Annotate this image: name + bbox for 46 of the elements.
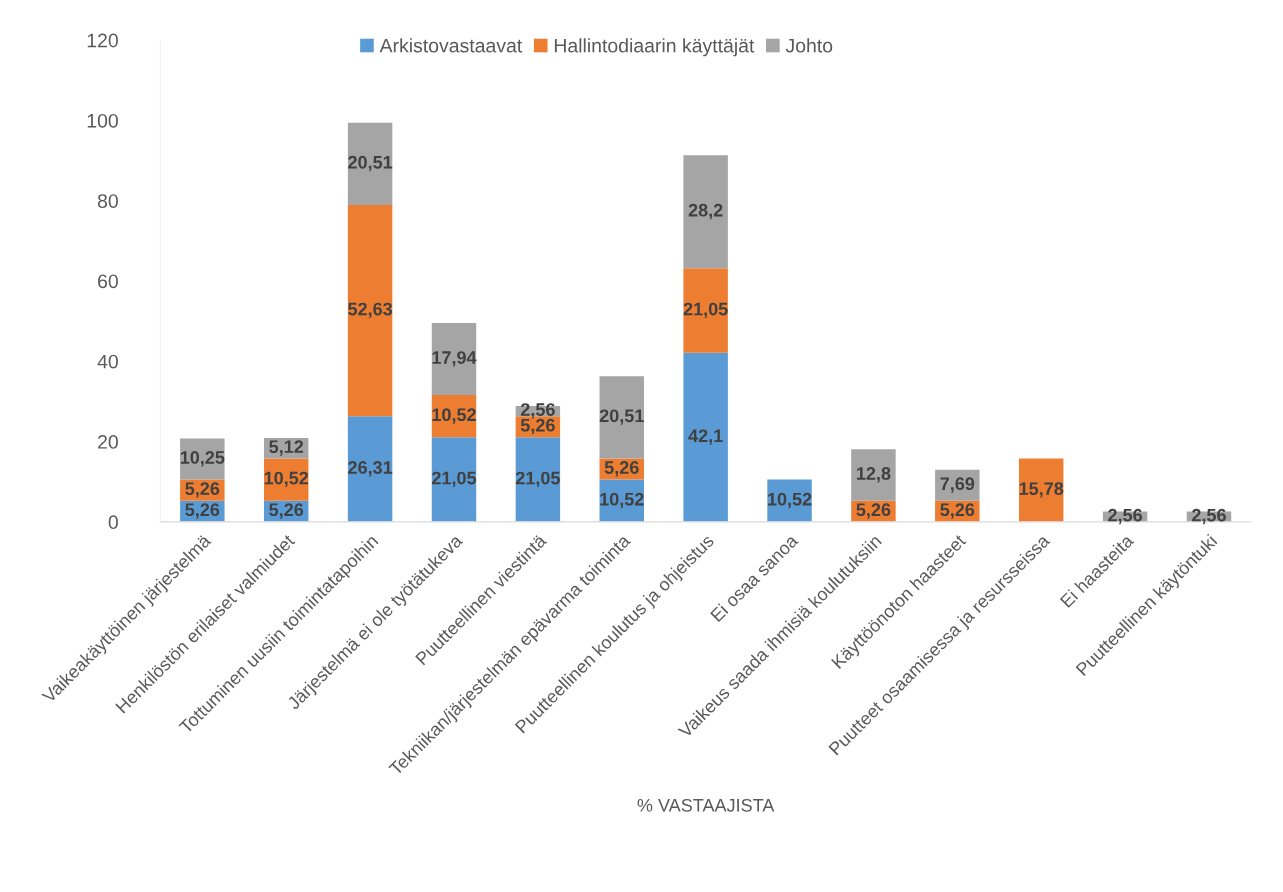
data-label: 5,12 [269,440,304,456]
y-tick-label: 60 [98,274,118,289]
bar [683,155,728,269]
y-tick-label: 0 [108,515,118,530]
data-label: 10,52 [264,471,309,488]
data-label: 2,56 [1192,508,1226,525]
data-label: 10,25 [180,451,225,467]
bar [599,376,644,459]
data-label: 42,1 [688,429,723,445]
bar [851,449,896,501]
y-tick-label: 40 [97,354,118,369]
bar [347,416,393,522]
data-label: 5,26 [604,461,639,477]
data-label: 5,26 [269,503,304,519]
data-label: 5,26 [185,503,220,519]
data-label: 2,56 [520,403,555,419]
data-label: 28,2 [688,203,723,220]
data-label: 5,26 [940,503,975,519]
data-label: 21,05 [432,471,477,488]
bar [431,437,477,522]
bar [515,437,561,522]
data-label: 20,51 [599,409,644,425]
x-axis-title: % VASTAAJISTA [637,798,775,812]
data-label: 10,52 [432,408,476,424]
data-label: 10,52 [768,492,812,509]
bar [347,204,393,417]
data-label: 52,63 [348,302,393,319]
y-tick-label: 80 [97,194,118,208]
legend-label: Johto [785,38,833,53]
data-label: 7,69 [940,477,975,493]
data-label: 21,05 [515,471,560,488]
y-tick-label: 100 [87,113,118,128]
y-tick-label: 120 [87,33,118,48]
y-tick-label: 20 [98,435,118,449]
bar [180,438,225,480]
legend-label: Arkistovastaavat [379,38,523,53]
data-label: 5,26 [185,482,220,498]
legend-label: Hallintodiaarin käyttäjät [554,38,755,57]
data-label: 10,52 [600,492,644,509]
data-label: 21,05 [683,302,728,319]
data-label: 12,8 [856,467,891,483]
data-label: 5,26 [856,503,891,519]
data-label: 2,56 [1108,508,1143,525]
bar [683,352,728,522]
data-label: 5,26 [520,418,555,435]
bar [683,268,728,353]
